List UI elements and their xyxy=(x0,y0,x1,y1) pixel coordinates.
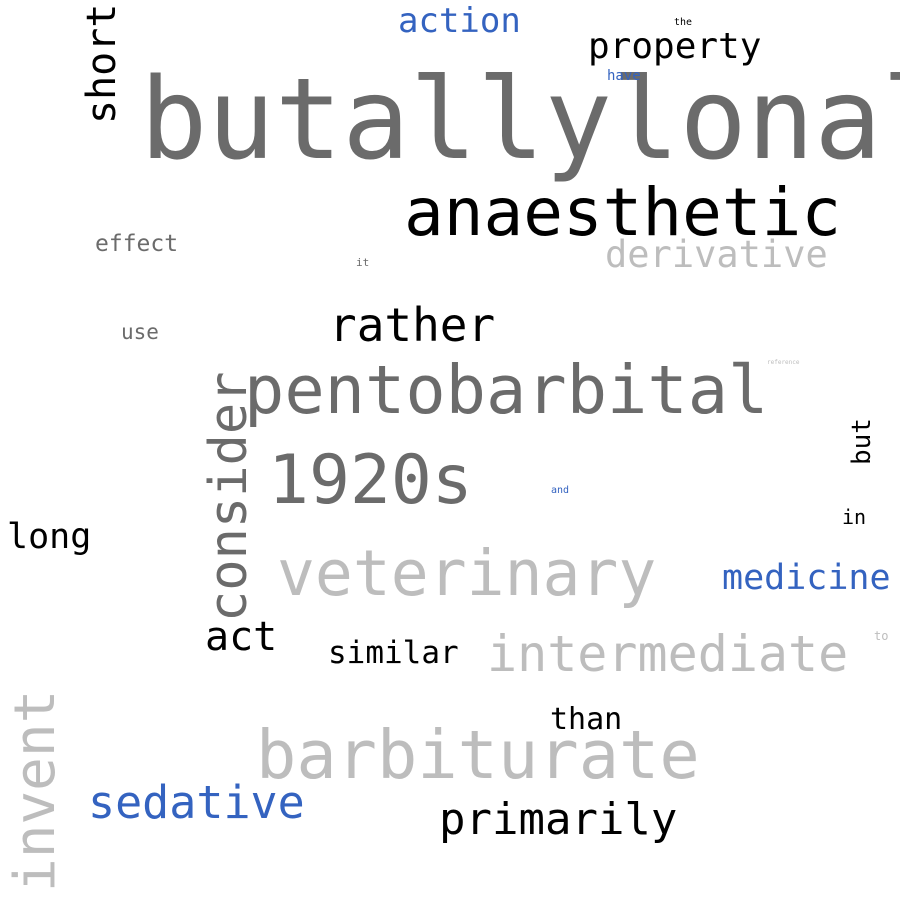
word-it: it xyxy=(356,256,370,269)
word-sedative: sedative xyxy=(88,776,305,829)
word-similar: similar xyxy=(328,635,459,671)
word-primarily: primarily xyxy=(439,794,678,845)
word-and: and xyxy=(551,485,570,496)
word-rather: rather xyxy=(329,298,496,352)
word-consider: consider xyxy=(199,371,259,622)
word-but: but xyxy=(847,418,877,465)
word-butallylonal: butallylonal xyxy=(140,55,900,185)
word-effect: effect xyxy=(95,231,179,257)
word-invent: invent xyxy=(3,689,68,892)
word-reference: reference xyxy=(767,359,800,366)
word-veterinary: veterinary xyxy=(277,537,657,610)
word-long: long xyxy=(7,517,92,557)
word-intermediate: intermediate xyxy=(487,625,849,683)
word-act: act xyxy=(205,614,278,660)
word-use: use xyxy=(121,320,159,344)
word-derivative: derivative xyxy=(605,233,828,276)
word-the: the xyxy=(674,17,693,28)
word-to: to xyxy=(874,629,889,643)
word-than: than xyxy=(550,702,623,737)
word-short: short xyxy=(79,3,125,124)
word-1920s: 1920s xyxy=(268,441,473,520)
word-medicine: medicine xyxy=(722,558,891,598)
word-pentobarbital: pentobarbital xyxy=(244,351,769,429)
word-action: action xyxy=(398,1,521,41)
word-have: have xyxy=(607,68,641,84)
word-barbiturate: barbiturate xyxy=(256,716,700,794)
word-anaesthetic: anaesthetic xyxy=(404,174,842,251)
word-property: property xyxy=(588,26,762,67)
word-in: in xyxy=(842,505,867,529)
